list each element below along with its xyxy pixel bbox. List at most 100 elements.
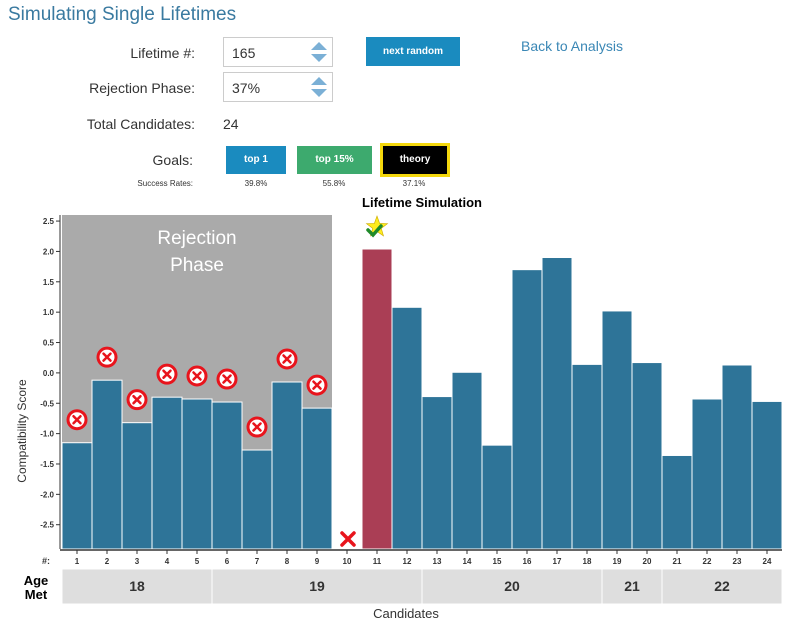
x-tick-label: 6 <box>225 557 230 566</box>
x-tick-label: 21 <box>673 557 682 566</box>
bar <box>241 449 273 550</box>
x-tick-label: 19 <box>613 557 622 566</box>
age-group-label: 18 <box>129 578 145 594</box>
rejection-phase-label: Phase <box>170 255 224 276</box>
rejected-icon <box>162 369 172 379</box>
bar <box>181 398 213 550</box>
rejection-phase-label: Rejection <box>157 228 236 249</box>
age-group <box>211 568 423 605</box>
bar <box>151 396 183 550</box>
bar <box>721 364 753 550</box>
bar <box>271 381 303 550</box>
x-tick-label: 2 <box>105 557 110 566</box>
bar <box>601 310 633 550</box>
bar <box>91 379 123 550</box>
lifetime-stepper[interactable]: 165 <box>223 37 333 67</box>
x-tick-label: 18 <box>583 557 592 566</box>
row-label: #: <box>42 556 50 566</box>
y-tick-label: 1.0 <box>43 308 55 317</box>
y-tick-label: 1.5 <box>43 278 55 287</box>
rejected-icon <box>102 352 112 362</box>
age-group <box>421 568 603 605</box>
rejected-icon <box>282 354 292 364</box>
y-tick-label: 0.0 <box>43 369 55 378</box>
total-candidates-label: Total Candidates: <box>86 116 195 132</box>
next-random-button[interactable]: next random <box>366 37 460 66</box>
x-tick-label: 24 <box>763 557 772 566</box>
y-tick-label: 2.5 <box>43 217 55 226</box>
bar <box>391 306 423 550</box>
x-tick-label: 5 <box>195 557 200 566</box>
x-tick-label: 16 <box>523 557 532 566</box>
bar <box>211 401 243 550</box>
goals-label: Goals: <box>152 152 193 168</box>
bar <box>511 269 543 550</box>
x-tick-label: 14 <box>463 557 472 566</box>
rejected-x-icon <box>340 531 356 547</box>
y-tick-label: 2.0 <box>43 247 55 256</box>
age-met-label: Age <box>24 573 49 588</box>
rejection-phase-label: Rejection Phase: <box>89 80 195 96</box>
page-title: Simulating Single Lifetimes <box>8 4 237 25</box>
x-tick-label: 4 <box>165 557 170 566</box>
lifetime-simulation-chart: Lifetime Simulation Compatibility Score … <box>15 195 783 621</box>
y-tick-label: -2.5 <box>40 521 54 530</box>
bar <box>481 444 513 550</box>
x-tick-label: 23 <box>733 557 742 566</box>
y-tick-label: -1.0 <box>40 430 54 439</box>
chart-title: Lifetime Simulation <box>362 195 482 210</box>
bar <box>691 398 723 550</box>
age-group-label: 22 <box>714 578 730 594</box>
x-tick-label: 10 <box>343 557 352 566</box>
stepper-arrows-icon[interactable] <box>310 41 328 63</box>
stepper-arrows-icon[interactable] <box>310 76 328 98</box>
x-tick-label: 17 <box>553 557 562 566</box>
bar <box>571 363 603 550</box>
lifetime-value: 165 <box>232 45 256 61</box>
rejected-icon <box>72 414 82 425</box>
lifetime-label: Lifetime #: <box>130 45 195 61</box>
x-tick-label: 13 <box>433 557 442 566</box>
bar <box>541 257 573 550</box>
x-tick-label: 15 <box>493 557 502 566</box>
x-tick-label: 7 <box>255 557 260 566</box>
x-tick-label: 9 <box>315 557 320 566</box>
goal-top1-button[interactable]: top 1 <box>226 146 286 174</box>
y-axis-label: Compatibility Score <box>15 379 29 483</box>
success-rates-label: Success Rates: <box>137 179 193 188</box>
x-tick-label: 8 <box>285 557 290 566</box>
total-candidates-value: 24 <box>223 116 239 132</box>
bar <box>751 400 783 550</box>
goal-top15-button[interactable]: top 15% <box>297 146 372 174</box>
rejected-icon <box>132 394 142 405</box>
rejected-icon <box>192 371 202 381</box>
back-to-analysis-link[interactable]: Back to Analysis <box>521 38 623 54</box>
rejected-icon <box>252 422 262 432</box>
rejected-icon <box>222 374 232 384</box>
bar <box>361 248 393 550</box>
y-tick-label: -2.0 <box>40 490 54 499</box>
bar <box>421 396 453 550</box>
y-tick-label: 0.5 <box>43 339 55 348</box>
age-group <box>601 568 663 605</box>
y-tick-label: -0.5 <box>40 399 54 408</box>
rejection-phase-stepper[interactable]: 37% <box>223 72 333 102</box>
rate-top1: 39.8% <box>244 179 268 188</box>
bar <box>661 454 693 550</box>
y-tick-label: -1.5 <box>40 460 54 469</box>
age-met-label: Met <box>25 587 48 602</box>
age-group <box>61 568 213 605</box>
goal-theory-button[interactable]: theory <box>380 143 450 177</box>
bar <box>451 371 483 550</box>
rejection-phase-value: 37% <box>232 80 261 96</box>
age-group-label: 19 <box>309 578 325 594</box>
x-tick-label: 3 <box>135 557 140 566</box>
x-tick-label: 1 <box>75 557 80 566</box>
rate-top15: 55.8% <box>322 179 346 188</box>
bar <box>631 362 663 550</box>
x-tick-label: 12 <box>403 557 412 566</box>
x-tick-label: 22 <box>703 557 712 566</box>
bar <box>301 407 333 550</box>
x-axis-label: Candidates <box>373 606 439 621</box>
x-tick-label: 11 <box>373 557 382 566</box>
